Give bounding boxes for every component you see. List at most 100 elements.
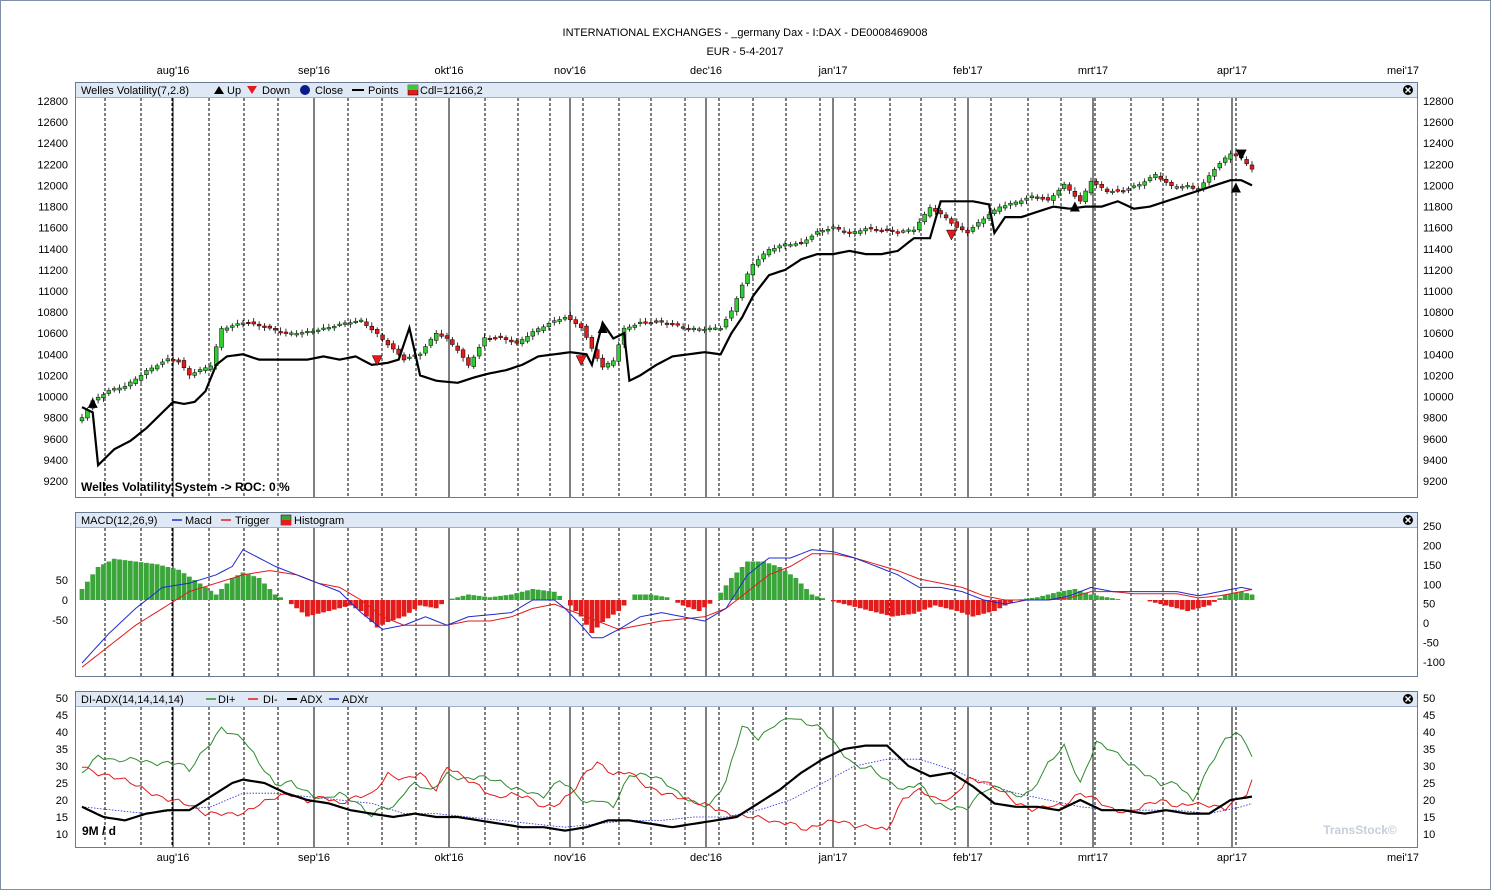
axis-tick-label: 40 [56, 727, 68, 739]
down-candle [1169, 182, 1174, 186]
axis-tick-label: 12200 [37, 159, 68, 171]
circle-icon [300, 85, 310, 95]
down-candle [375, 329, 380, 334]
up-candle [321, 327, 326, 330]
down-candle [933, 208, 938, 212]
up-candle [745, 273, 750, 284]
price-panel-title: Welles Volatility(7,2.8) [81, 85, 189, 97]
axis-tick-label: 200 [1423, 541, 1441, 553]
axis-tick-label: 10000 [37, 392, 68, 404]
down-candle [251, 321, 256, 325]
down-candle [600, 357, 605, 368]
down-candle [949, 218, 954, 224]
up-candle [1019, 200, 1024, 204]
down-candle [1190, 185, 1196, 189]
up-candle [852, 231, 858, 234]
up-candle [1180, 186, 1185, 189]
up-candle [820, 230, 825, 233]
axis-tick-label: 9600 [1423, 434, 1447, 446]
up-candle [723, 319, 729, 328]
down-candle [460, 349, 466, 358]
axis-tick-label: 10200 [1423, 370, 1454, 382]
di-adx-panel: DI-ADX(14,14,14,14) DI+ DI- ADX ADXr 50 4… [56, 691, 1435, 848]
up-candle [1013, 201, 1019, 205]
legend-up: Up [227, 85, 241, 97]
down-candle [648, 322, 654, 325]
up-candle [122, 386, 128, 389]
close-panel-button[interactable] [1403, 515, 1413, 525]
up-candle [815, 231, 820, 235]
up-candle [138, 375, 144, 381]
down-candle [965, 230, 970, 234]
up-candle [772, 248, 777, 252]
up-candle [1206, 175, 1212, 183]
axis-tick-label: 9200 [1423, 476, 1447, 488]
up-candle [766, 249, 772, 256]
up-candle [1056, 189, 1061, 196]
up-candle [299, 332, 305, 335]
up-candle [863, 228, 868, 232]
up-candle [541, 326, 546, 331]
up-candle [471, 356, 476, 367]
axis-tick-label: 30 [1423, 761, 1435, 773]
bottom-month-axis: aug'16 sep'16 okt'16 nov'16 dec'16 jan'17 feb'… [157, 852, 1419, 864]
up-candle [992, 209, 997, 214]
up-candle [133, 378, 138, 384]
axis-tick-label: 9400 [44, 455, 68, 467]
legend-adxr: ADXr [342, 694, 369, 706]
axis-tick-label: 10600 [37, 328, 68, 340]
up-candle [428, 338, 434, 346]
down-candle [654, 320, 659, 323]
close-panel-button[interactable] [1403, 85, 1413, 95]
close-panel-button[interactable] [1403, 694, 1413, 704]
up-candle [1024, 197, 1029, 201]
axis-tick-label: 11400 [1423, 244, 1453, 256]
up-candle [482, 337, 487, 347]
up-candle [154, 365, 160, 370]
price-grid [104, 98, 1237, 497]
month-label-bottom: mei'17 [1387, 852, 1419, 864]
up-candle [707, 327, 713, 330]
up-candle [79, 417, 85, 422]
axis-tick-label: 10200 [37, 370, 68, 382]
up-candle [605, 363, 611, 368]
axis-tick-label: 11400 [38, 244, 68, 256]
up-candle [739, 284, 745, 299]
down-candle [401, 354, 407, 361]
up-candle [611, 360, 616, 366]
axis-tick-label: 250 [1423, 521, 1441, 533]
axis-tick-label: 12800 [37, 96, 68, 108]
up-candle [160, 361, 165, 365]
up-candle [353, 320, 358, 323]
up-candle [95, 396, 101, 401]
up-candle [729, 310, 734, 319]
down-candle [1072, 191, 1078, 197]
up-candle [1217, 163, 1222, 169]
down-candle [799, 242, 804, 245]
down-candle [444, 335, 450, 339]
month-label-bottom: dec'16 [690, 852, 722, 864]
up-candle [203, 367, 208, 371]
down-candle [509, 339, 514, 343]
down-candle [1099, 184, 1104, 188]
axis-tick-label: 12200 [1423, 159, 1454, 171]
up-candle [970, 227, 976, 232]
macd-line [81, 548, 1253, 664]
up-candle [192, 372, 197, 376]
up-candle [165, 358, 171, 362]
axis-tick-label: 11200 [38, 265, 68, 277]
up-candle [1185, 185, 1190, 188]
axis-tick-label: 11600 [38, 223, 68, 235]
down-candle [498, 335, 503, 338]
down-candle [171, 359, 176, 362]
down-candle [385, 340, 391, 346]
axis-tick-label: 9400 [1423, 455, 1447, 467]
up-candle [825, 229, 831, 232]
up-candle [761, 253, 766, 260]
down-candle [450, 339, 455, 345]
axis-tick-label: 12400 [37, 138, 68, 150]
axis-tick-label: 25 [56, 778, 68, 790]
up-candle [713, 327, 718, 330]
up-candle [788, 244, 793, 247]
down-candle [176, 359, 181, 363]
